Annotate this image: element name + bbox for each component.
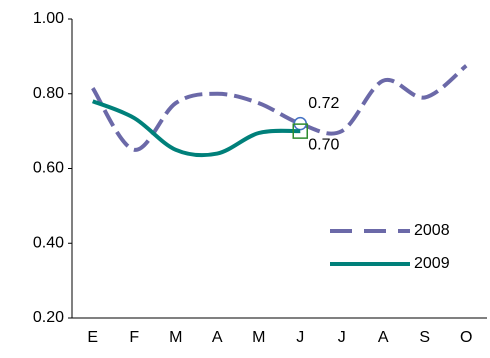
y-tick-label: 0.40 (33, 234, 64, 251)
x-tick-label: M (169, 329, 182, 346)
y-tick-label: 0.60 (33, 160, 64, 177)
marker (292, 123, 308, 139)
y-tick-label: 0.80 (33, 85, 64, 102)
x-tick-label: F (129, 329, 139, 346)
legend-label: 2009 (414, 255, 450, 272)
x-tick-label: O (460, 329, 472, 346)
legend-label: 2008 (414, 222, 450, 239)
x-tick-label: E (87, 329, 98, 346)
x-tick-label: J (296, 329, 304, 346)
data-label: 0.70 (308, 136, 339, 153)
x-tick-label: J (338, 329, 346, 346)
x-tick-label: A (378, 329, 389, 346)
series-line (91, 64, 468, 152)
data-label: 0.72 (308, 95, 339, 112)
x-tick-label: M (252, 329, 265, 346)
x-tick-label: S (419, 329, 430, 346)
y-tick-label: 0.20 (33, 309, 64, 326)
y-tick-label: 1.00 (33, 10, 64, 27)
series-line (91, 99, 301, 158)
x-tick-label: A (212, 329, 223, 346)
